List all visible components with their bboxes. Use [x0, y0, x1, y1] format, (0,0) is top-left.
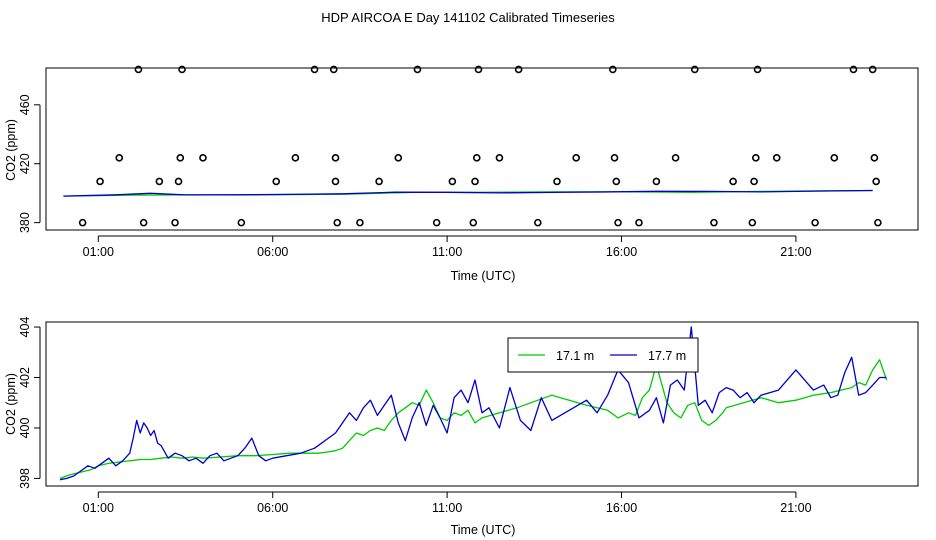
top-x-tick-label: 01:00: [83, 245, 114, 259]
reference-point: [329, 65, 338, 74]
reference-point: [174, 177, 183, 186]
reference-point: [849, 65, 858, 74]
top-marks: [63, 65, 882, 227]
reference-point: [448, 177, 457, 186]
reference-point: [752, 154, 760, 162]
reference-point: [96, 177, 104, 186]
reference-point: [134, 65, 143, 74]
reference-point: [199, 154, 207, 162]
reference-point: [729, 177, 737, 186]
reference-point: [432, 218, 441, 227]
reference-point: [171, 218, 179, 227]
reference-point: [178, 65, 186, 74]
chart-title: HDP AIRCOA E Day 141102 Calibrated Times…: [321, 10, 615, 25]
bottom-series-line-0: [59, 359, 888, 480]
bottom-y-tick-label: 402: [18, 367, 32, 388]
reference-point: [413, 65, 422, 74]
reference-point: [750, 177, 758, 186]
reference-point: [471, 177, 479, 186]
reference-point: [610, 154, 619, 162]
bottom-y-tick-label: 404: [18, 317, 32, 338]
legend: 17.1 m 17.7 m: [507, 337, 699, 373]
top-plot-frame: [45, 67, 919, 231]
reference-point: [608, 65, 617, 74]
reference-point: [78, 218, 87, 227]
top-x-tick-label: 06:00: [257, 245, 288, 259]
top-axes: 01:00 06:00 11:00 16:00 21:00 380 420 460: [18, 94, 812, 259]
bottom-xlabel: Time (UTC): [451, 523, 516, 537]
reference-point: [469, 218, 478, 227]
top-xlabel: Time (UTC): [451, 269, 516, 283]
reference-point: [394, 154, 403, 162]
bottom-ylabel: CO2 (ppm): [4, 373, 18, 435]
bottom-x-tick-label: 21:00: [780, 501, 811, 515]
reference-point: [474, 65, 483, 74]
reference-point: [753, 65, 762, 74]
bottom-x-tick-label: 06:00: [257, 501, 288, 515]
reference-point: [811, 218, 819, 227]
reference-point: [115, 154, 124, 162]
bottom-axes: 01:00 06:00 11:00 16:00 21:00 398 400 402 404: [18, 317, 812, 515]
top-x-tick-label: 11:00: [432, 245, 462, 259]
reference-point: [652, 177, 661, 186]
reference-point: [514, 65, 523, 74]
reference-point: [176, 154, 185, 162]
reference-point: [553, 177, 561, 186]
reference-point: [375, 177, 383, 186]
bottom-y-tick-label: 400: [18, 417, 32, 438]
bottom-x-tick-label: 11:00: [432, 501, 462, 515]
bottom-plot-frame: [45, 321, 919, 487]
reference-point: [310, 65, 319, 74]
reference-point: [291, 154, 300, 162]
reference-point: [710, 218, 718, 227]
top-panel: 01:00 06:00 11:00 16:00 21:00 380 420 460 Time …: [4, 65, 919, 283]
reference-point: [331, 154, 340, 162]
reference-point: [635, 218, 643, 227]
reference-point: [868, 65, 877, 74]
reference-point: [612, 177, 621, 186]
top-y-tick-label: 380: [18, 212, 32, 233]
legend-label-17-1m: 17.1 m: [556, 349, 594, 363]
reference-point: [333, 218, 342, 227]
reference-point: [870, 154, 879, 162]
reference-point: [495, 154, 504, 162]
reference-point: [139, 218, 148, 227]
bottom-x-tick-label: 16:00: [606, 501, 637, 515]
reference-point: [237, 218, 246, 227]
top-x-tick-label: 16:00: [606, 245, 637, 259]
reference-point: [572, 154, 580, 162]
top-series-line-1: [63, 189, 873, 197]
legend-label-17-7m: 17.7 m: [648, 349, 686, 363]
bottom-x-tick-label: 01:00: [83, 501, 114, 515]
reference-point: [690, 65, 699, 74]
top-x-tick-label: 21:00: [780, 245, 811, 259]
top-y-tick-label: 420: [18, 153, 32, 174]
reference-point: [534, 218, 542, 227]
reference-point: [472, 154, 481, 162]
bottom-panel: 01:00 06:00 11:00 16:00 21:00 398 400 402 404 Ti…: [4, 317, 919, 537]
reference-point: [872, 177, 880, 186]
bottom-series-line-1: [59, 326, 887, 481]
reference-point: [272, 177, 281, 186]
reference-point: [155, 177, 164, 186]
reference-point: [830, 154, 839, 162]
reference-point: [772, 154, 781, 162]
reference-point: [748, 218, 757, 227]
bottom-y-tick-label: 398: [18, 468, 32, 489]
reference-point: [331, 177, 340, 186]
reference-point: [614, 218, 622, 227]
top-y-tick-label: 460: [18, 94, 32, 115]
bottom-marks: [59, 326, 888, 481]
top-ylabel: CO2 (ppm): [4, 119, 18, 181]
reference-point: [356, 218, 364, 227]
reference-point: [671, 154, 680, 162]
reference-point: [874, 218, 882, 227]
